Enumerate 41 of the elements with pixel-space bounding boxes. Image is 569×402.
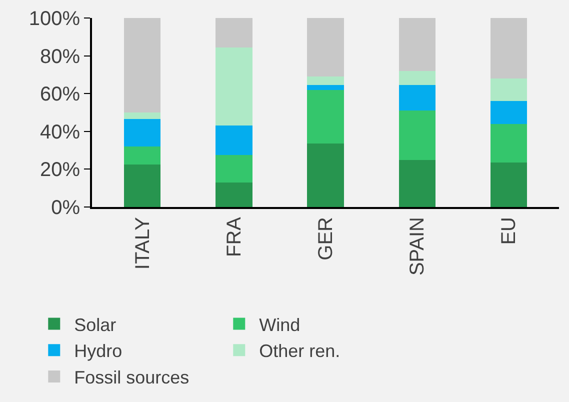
bar (307, 76, 344, 86)
y-tick-label: 60% (40, 84, 80, 106)
bar (124, 18, 161, 112)
x-tick-label: GER (315, 217, 337, 260)
bar (124, 164, 161, 207)
bar (490, 18, 527, 78)
bar (124, 119, 161, 147)
bar (398, 160, 436, 207)
bar (216, 47, 252, 126)
bar (398, 70, 436, 86)
legend-label: Fossil sources (74, 368, 190, 388)
bar (124, 146, 161, 164)
bar (490, 124, 527, 163)
bar (124, 112, 161, 120)
y-tick-label: 0% (51, 197, 80, 219)
bar (490, 101, 527, 124)
bar (490, 162, 527, 207)
bar (216, 18, 252, 48)
bar (216, 126, 252, 156)
legend-label: Hydro (74, 341, 122, 362)
bar (307, 90, 344, 144)
bar (307, 85, 344, 90)
bar (307, 144, 344, 207)
y-tick-label: 80% (40, 46, 80, 68)
legend-label: Wind (259, 314, 300, 335)
y-tick-label: 40% (40, 121, 80, 144)
x-tick-label: ITALY (132, 217, 154, 270)
bar (398, 18, 436, 71)
bar (398, 110, 436, 160)
bar (398, 85, 436, 111)
bar (490, 78, 527, 102)
y-tick-label: 20% (40, 159, 80, 182)
x-tick-label: FRA (223, 216, 246, 257)
bar (216, 182, 252, 207)
legend-label: Other ren. (259, 341, 340, 362)
legend-label: Solar (74, 314, 116, 335)
bar (216, 155, 252, 182)
bar (307, 18, 344, 77)
x-tick-label: SPAIN (406, 217, 429, 276)
x-tick-label: EU (498, 217, 520, 245)
y-tick-label: 100% (28, 8, 80, 30)
